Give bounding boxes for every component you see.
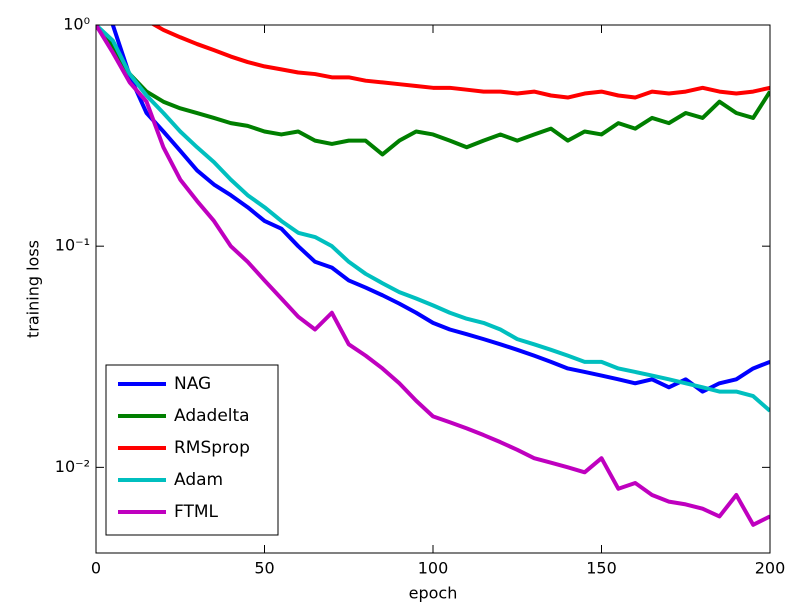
x-tick-label: 0 — [91, 559, 101, 578]
legend-label: NAG — [174, 374, 211, 394]
x-axis-label: epoch — [409, 584, 458, 603]
y-tick-label: 10⁻² — [55, 457, 90, 476]
legend-label: FTML — [174, 502, 219, 522]
legend-label: Adadelta — [174, 406, 250, 426]
series-line — [110, 25, 770, 394]
series-line — [96, 25, 770, 413]
x-tick-label: 150 — [586, 559, 617, 578]
legend-label: Adam — [174, 470, 223, 490]
y-tick-label: 10⁰ — [63, 15, 90, 34]
series-line — [96, 25, 770, 157]
series-line — [150, 25, 770, 100]
x-tick-label: 100 — [418, 559, 449, 578]
x-tick-label: 50 — [254, 559, 274, 578]
y-tick-label: 10⁻¹ — [55, 236, 90, 255]
legend-label: RMSprop — [174, 438, 250, 458]
series-line — [96, 25, 770, 527]
y-axis-label: training loss — [24, 240, 43, 338]
x-tick-label: 200 — [755, 559, 786, 578]
plot-lines — [96, 25, 770, 527]
